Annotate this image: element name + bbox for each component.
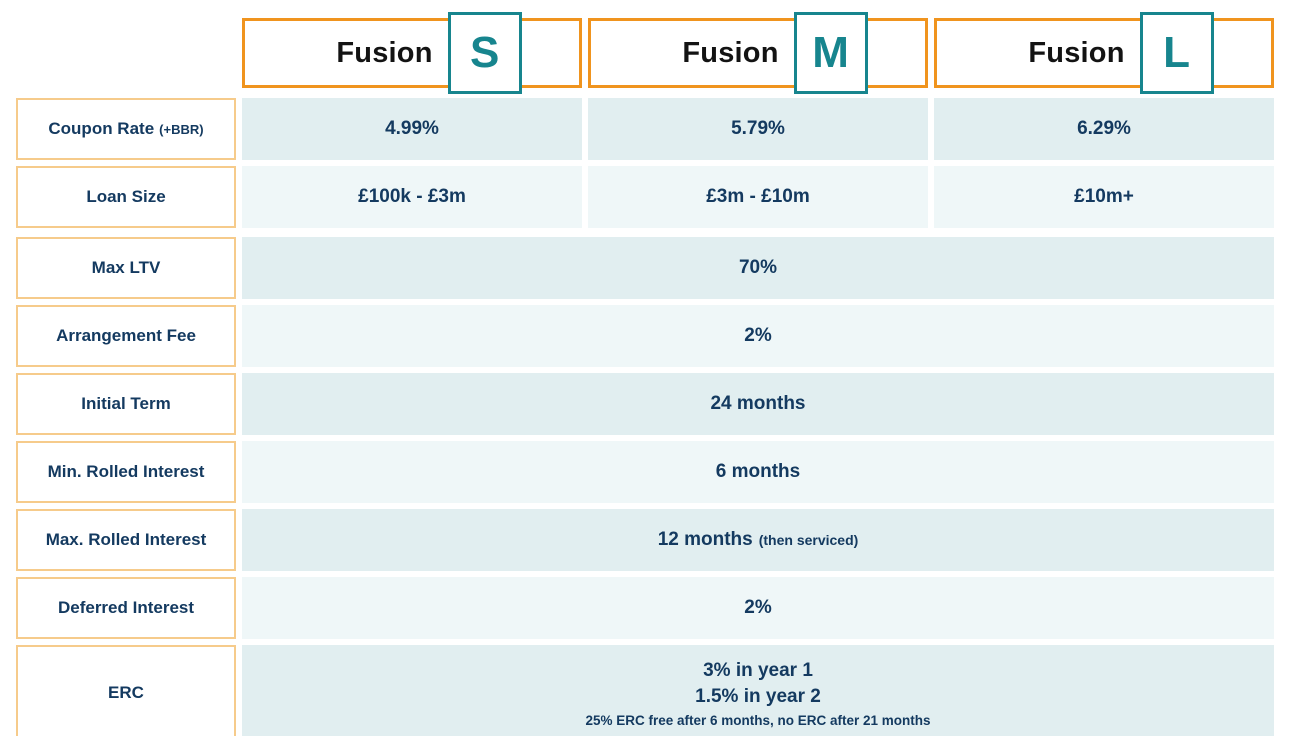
cell-loan-size-m: £3m - £10m [588, 166, 928, 228]
table-row-max-rolled-interest: Max. Rolled Interest 12 months (then ser… [16, 509, 1300, 571]
erc-year1: 3% in year 1 [703, 659, 813, 681]
column-header-fusion-l: Fusion L [934, 12, 1274, 94]
row-label-coupon-rate: Coupon Rate (+BBR) [16, 98, 236, 160]
row-label-text: Max LTV [91, 258, 161, 277]
cell-erc: 3% in year 1 1.5% in year 2 25% ERC free… [242, 645, 1274, 736]
cell-arrangement-fee: 2% [242, 305, 1274, 367]
table-row-max-ltv: Max LTV 70% [16, 237, 1300, 299]
cell-min-rolled-interest: 6 months [242, 441, 1274, 503]
row-label-max-ltv: Max LTV [16, 237, 236, 299]
table-row-deferred-interest: Deferred Interest 2% [16, 577, 1300, 639]
cell-loan-size-s: £100k - £3m [242, 166, 582, 228]
brand-name: Fusion [682, 36, 779, 69]
product-letter-badge-l: L [1139, 12, 1214, 94]
cell-coupon-rate-l: 6.29% [934, 98, 1274, 160]
erc-year2: 1.5% in year 2 [695, 685, 821, 707]
product-letter: S [469, 28, 500, 77]
table-row-arrangement-fee: Arrangement Fee 2% [16, 305, 1300, 367]
product-letter-badge-m: M [793, 12, 868, 94]
erc-note: 25% ERC free after 6 months, no ERC afte… [585, 712, 931, 728]
cell-value-note: (then serviced) [758, 532, 859, 548]
row-label-text: Loan Size [86, 187, 166, 206]
row-label-deferred-interest: Deferred Interest [16, 577, 236, 639]
brand-name: Fusion [336, 36, 433, 69]
column-header-fusion-s: Fusion S [242, 12, 582, 94]
table-row-loan-size: Loan Size £100k - £3m £3m - £10m £10m+ [16, 166, 1300, 228]
row-label-suffix: (+BBR) [159, 121, 204, 137]
table-row-initial-term: Initial Term 24 months [16, 373, 1300, 435]
row-label-initial-term: Initial Term [16, 373, 236, 435]
column-header-fusion-m: Fusion M [588, 12, 928, 94]
row-label-min-rolled-interest: Min. Rolled Interest [16, 441, 236, 503]
table-row-coupon-rate: Coupon Rate (+BBR) 4.99% 5.79% 6.29% [16, 98, 1300, 160]
cell-max-rolled-interest: 12 months (then serviced) [242, 509, 1274, 571]
row-label-erc: ERC [16, 645, 236, 736]
table-row-erc: ERC 3% in year 1 1.5% in year 2 25% ERC … [16, 645, 1300, 736]
row-label-arrangement-fee: Arrangement Fee [16, 305, 236, 367]
cell-deferred-interest: 2% [242, 577, 1274, 639]
row-label-text: Coupon Rate [48, 119, 155, 138]
row-label-text: Min. Rolled Interest [47, 462, 205, 481]
cell-initial-term: 24 months [242, 373, 1274, 435]
cell-coupon-rate-m: 5.79% [588, 98, 928, 160]
cell-coupon-rate-s: 4.99% [242, 98, 582, 160]
table-row-min-rolled-interest: Min. Rolled Interest 6 months [16, 441, 1300, 503]
row-label-text: Arrangement Fee [56, 326, 196, 345]
product-letter: L [1163, 28, 1191, 77]
row-label-text: Max. Rolled Interest [45, 530, 207, 549]
product-letter-badge-s: S [447, 12, 522, 94]
cell-loan-size-l: £10m+ [934, 166, 1274, 228]
cell-value: 12 months [657, 529, 753, 550]
brand-name: Fusion [1028, 36, 1125, 69]
row-label-loan-size: Loan Size [16, 166, 236, 228]
product-letter: M [812, 28, 849, 77]
row-label-text: Deferred Interest [57, 598, 195, 617]
row-label-max-rolled-interest: Max. Rolled Interest [16, 509, 236, 571]
row-label-text: ERC [108, 682, 144, 702]
row-label-text: Initial Term [81, 394, 171, 413]
table-header-row: Fusion S Fusion M Fusion L [16, 12, 1300, 94]
cell-max-ltv: 70% [242, 237, 1274, 299]
